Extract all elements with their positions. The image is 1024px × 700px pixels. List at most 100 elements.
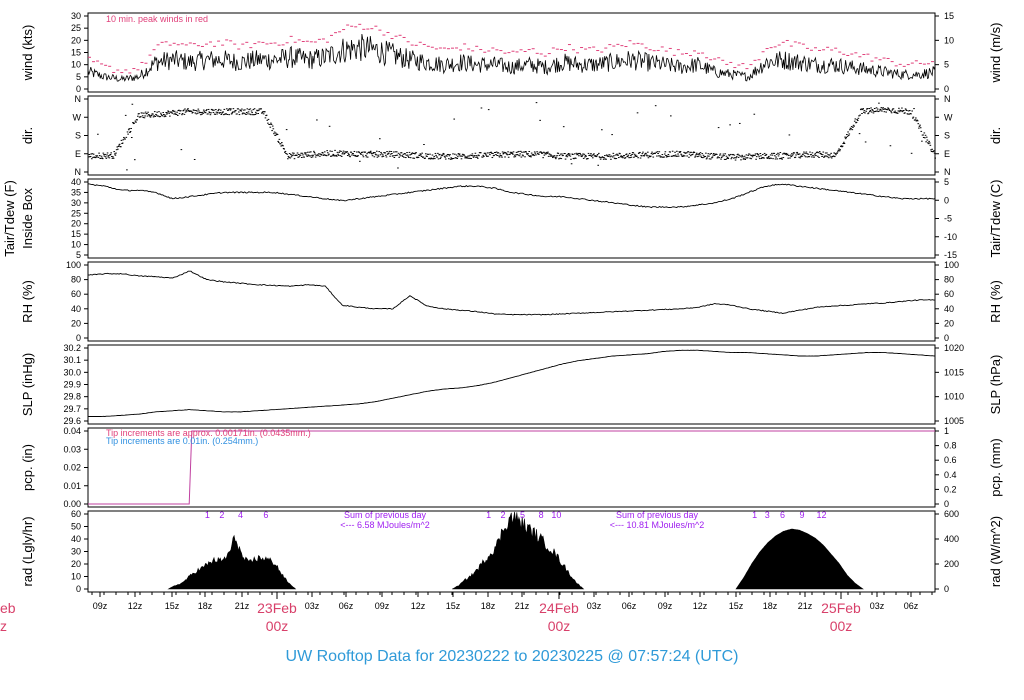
wind-direction-point bbox=[92, 156, 94, 158]
wind-direction-point bbox=[231, 112, 233, 114]
wind-direction-point bbox=[230, 113, 233, 115]
wind-direction-point bbox=[470, 158, 472, 160]
wind-direction-point bbox=[453, 118, 456, 120]
wind-direction-point bbox=[907, 110, 910, 112]
wind-direction-point bbox=[261, 112, 263, 114]
wind-direction-point bbox=[830, 152, 832, 154]
wind-direction-point bbox=[728, 155, 731, 157]
wind-direction-point bbox=[437, 158, 440, 160]
wind-direction-point bbox=[546, 152, 549, 154]
wind-direction-point bbox=[607, 155, 610, 157]
wind-direction-point bbox=[526, 153, 528, 155]
wind-direction-point bbox=[561, 153, 563, 155]
wind-direction-point bbox=[396, 154, 399, 156]
wind-direction-point bbox=[691, 154, 694, 156]
wind-direction-point bbox=[440, 154, 443, 156]
wind-direction-point bbox=[837, 149, 840, 151]
wind-direction-point bbox=[873, 111, 875, 113]
wind-direction-point bbox=[542, 151, 545, 153]
wind-direction-point bbox=[503, 152, 505, 154]
x-tick-label: 21z bbox=[515, 601, 530, 611]
panel-frame bbox=[87, 178, 936, 259]
wind-direction-point bbox=[781, 158, 783, 160]
wind-direction-point bbox=[671, 155, 673, 157]
wind-direction-point bbox=[887, 108, 890, 110]
wind-direction-point bbox=[253, 108, 256, 110]
wind-direction-point bbox=[708, 158, 711, 160]
y-axis-label-left: dir. bbox=[20, 127, 35, 144]
y-tick-label-left: 29.8 bbox=[63, 392, 81, 402]
wind-direction-point bbox=[865, 110, 868, 112]
wind-direction-point bbox=[282, 147, 285, 149]
wind-direction-point bbox=[881, 110, 883, 112]
wind-direction-point bbox=[293, 152, 295, 154]
wind-direction-point bbox=[774, 155, 776, 157]
wind-direction-point bbox=[426, 155, 428, 157]
x-tick-label: 18z bbox=[481, 601, 496, 611]
wind-direction-point bbox=[587, 152, 590, 154]
wind-direction-point bbox=[110, 152, 112, 154]
wind-direction-point bbox=[134, 120, 137, 122]
wind-direction-point bbox=[458, 154, 460, 156]
y-tick-label-right: E bbox=[944, 149, 950, 159]
wind-direction-point bbox=[330, 155, 333, 157]
wind-direction-point bbox=[104, 153, 106, 155]
wind-direction-point bbox=[402, 153, 405, 155]
wind-direction-point bbox=[239, 109, 241, 111]
wind-direction-point bbox=[417, 156, 420, 158]
wind-direction-point bbox=[598, 152, 600, 154]
wind-direction-point bbox=[410, 153, 413, 155]
panel-frame bbox=[87, 95, 936, 176]
wind-direction-point bbox=[549, 155, 552, 157]
wind-direction-point bbox=[149, 116, 152, 118]
wind-direction-point bbox=[554, 157, 557, 159]
y-tick-label-left: 30.2 bbox=[63, 343, 81, 353]
wind-direction-point bbox=[451, 157, 454, 159]
wind-direction-point bbox=[602, 157, 604, 159]
wind-direction-point bbox=[348, 153, 350, 155]
y-tick-label-left: 0 bbox=[76, 333, 81, 343]
precip-note-2: Tip increments are 0.01in. (0.254mm.) bbox=[106, 436, 258, 446]
wind-direction-point bbox=[711, 156, 714, 158]
wind-direction-point bbox=[767, 156, 770, 158]
wind-direction-point bbox=[565, 155, 567, 157]
wind-direction-point bbox=[913, 108, 915, 110]
wind-direction-point bbox=[336, 155, 338, 157]
wind-direction-point bbox=[322, 152, 324, 154]
wind-direction-point bbox=[148, 114, 151, 116]
wind-direction-point bbox=[775, 156, 777, 158]
y-tick-label-right: N bbox=[944, 167, 951, 177]
wind-direction-point bbox=[282, 145, 284, 147]
wind-direction-point bbox=[661, 154, 664, 156]
wind-direction-point bbox=[346, 151, 348, 153]
wind-direction-point bbox=[641, 153, 644, 155]
y-tick-label-left: 20 bbox=[71, 219, 81, 229]
wind-direction-point bbox=[100, 157, 102, 159]
wind-direction-point bbox=[570, 163, 573, 165]
wind-direction-point bbox=[374, 153, 377, 155]
wind-direction-point bbox=[876, 108, 879, 110]
wind-direction-point bbox=[301, 152, 304, 154]
wind-direction-point bbox=[434, 158, 436, 160]
wind-direction-point bbox=[424, 153, 427, 155]
wind-direction-point bbox=[694, 155, 697, 157]
wind-direction-point bbox=[173, 113, 175, 115]
wind-direction-point bbox=[705, 152, 707, 154]
wind-direction-point bbox=[513, 156, 515, 158]
y-tick-label-right: 0.2 bbox=[944, 484, 957, 494]
wind-direction-point bbox=[451, 158, 453, 160]
wind-direction-point bbox=[449, 154, 451, 156]
y-tick-label-right: 1005 bbox=[944, 416, 964, 426]
wind-direction-point bbox=[791, 153, 793, 155]
wind-direction-point bbox=[242, 112, 244, 114]
wind-direction-point bbox=[339, 150, 341, 152]
wind-direction-point bbox=[122, 139, 125, 141]
y-axis-label-left: SLP (inHg) bbox=[20, 353, 35, 416]
y-tick-label-left: 0 bbox=[76, 84, 81, 94]
wind-direction-point bbox=[866, 108, 868, 110]
wind-direction-point bbox=[614, 154, 617, 156]
wind-direction-point bbox=[900, 110, 903, 112]
wind-direction-point bbox=[241, 113, 244, 115]
wind-direction-point bbox=[790, 156, 793, 158]
wind-direction-point bbox=[314, 153, 316, 155]
